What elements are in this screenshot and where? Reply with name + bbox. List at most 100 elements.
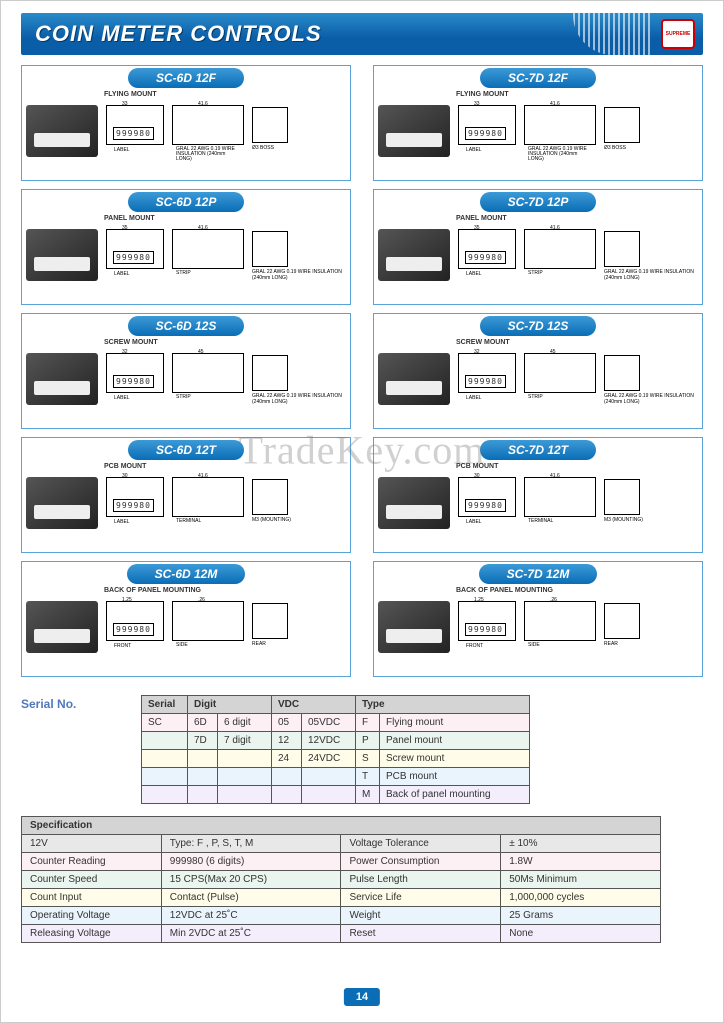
serial-table: SerialDigitVDCTypeSC6D6 digit0505VDCFFly… [141,695,530,804]
dimension: 33 [474,101,480,107]
table-cell: Contact (Pulse) [161,889,341,907]
diagram-view [172,477,244,517]
diagram-label: LABEL [466,271,482,277]
table-cell: S [356,750,380,768]
table-cell: 6D [188,714,218,732]
model-card: SC-7D 12S SCREW MOUNTLABELSTRIPGRAL 22 AW… [373,313,703,429]
diagram-label: GRAL 22 AWG 0.19 WIRE INSULATION (240mm … [528,147,588,162]
diagram-view [524,477,596,517]
diagram-label: STRIP [528,271,588,276]
diagram-label: GRAL 22 AWG 0.19 WIRE INSULATION (240mm … [252,393,346,405]
table-cell [302,768,356,786]
table-cell [188,768,218,786]
model-card: SC-7D 12FFLYING MOUNTLABELGRAL 22 AWG 0.… [373,65,703,181]
table-cell: Panel mount [380,732,530,750]
table-cell [188,786,218,804]
mount-type-label: FLYING MOUNT [104,91,157,98]
diagram-view [524,229,596,269]
decorative-stripes [573,13,653,55]
diagram-view [524,353,596,393]
diagram-view [458,601,516,641]
diagram-label: LABEL [466,519,482,525]
table-header: Serial [142,696,188,714]
table-cell [218,750,272,768]
model-card: SC-6D 12MBACK OF PANEL MOUNTINGFRONTSIDE… [21,561,351,677]
table-cell: 24VDC [302,750,356,768]
diagram-label: Ø3 BOSS [252,145,274,151]
model-name-pill: SC-7D 12M [479,564,598,584]
model-card: SC-6D 12SSCREW MOUNTLABELSTRIPGRAL 22 AW… [21,313,351,429]
table-cell: 12VDC [302,732,356,750]
table-cell: T [356,768,380,786]
mount-type-label: BACK OF PANEL MOUNTING [456,587,553,594]
table-cell: Counter Reading [22,853,162,871]
table-row: Releasing VoltageMin 2VDC at 25˚CResetNo… [22,925,661,943]
diagram-label: GRAL 22 AWG 0.19 WIRE INSULATION (240mm … [604,393,698,405]
table-cell [142,768,188,786]
model-name-pill: SC-7D 12S [480,316,597,336]
table-cell: PCB mount [380,768,530,786]
table-cell: F [356,714,380,732]
card-body: PANEL MOUNTLABELSTRIPGRAL 22 AWG 0.19 WI… [26,215,346,301]
diagram-view [252,107,288,143]
mount-type-label: PCB MOUNT [456,463,498,470]
mount-type-label: PANEL MOUNT [104,215,155,222]
card-body: FLYING MOUNTLABELGRAL 22 AWG 0.19 WIRE I… [378,91,698,177]
product-photo [26,105,98,157]
dimension: 33 [122,101,128,107]
diagram-label: LABEL [114,519,130,525]
model-card: SC-7D 12M BACK OF PANEL MOUNTINGFRONTSIDE… [373,561,703,677]
table-cell: Power Consumption [341,853,501,871]
card-body: BACK OF PANEL MOUNTINGFRONTSIDEREAR1.25.… [26,587,346,673]
card-body: SCREW MOUNTLABELSTRIPGRAL 22 AWG 0.19 WI… [378,339,698,425]
diagram-view [172,353,244,393]
table-cell: 05VDC [302,714,356,732]
diagram-view [604,603,640,639]
model-name-pill: SC-7D 12T [480,440,596,460]
technical-diagram: BACK OF PANEL MOUNTINGFRONTSIDEREAR1.25.… [102,587,346,673]
dimension: 45 [550,349,556,355]
table-row: 2424VDCSScrew mount [142,750,530,768]
diagram-label: M3 (MOUNTING) [604,517,643,523]
table-cell: Voltage Tolerance [341,835,501,853]
diagram-label: LABEL [466,395,482,401]
model-name-pill: SC-6D 12S [128,316,245,336]
table-cell: Weight [341,907,501,925]
mount-type-label: PANEL MOUNT [456,215,507,222]
table-header: Type [356,696,530,714]
model-name-pill: SC-6D 12F [128,68,244,88]
card-body: PANEL MOUNTLABELSTRIPGRAL 22 AWG 0.19 WI… [378,215,698,301]
dimension: .26 [198,597,205,603]
technical-diagram: SCREW MOUNTLABELSTRIPGRAL 22 AWG 0.19 WI… [454,339,698,425]
table-row: 7D7 digit1212VDCPPanel mount [142,732,530,750]
table-row: 12VType: F , P, S, T, MVoltage Tolerance… [22,835,661,853]
dimension: 41.6 [550,473,560,479]
diagram-label: SIDE [528,643,588,648]
technical-diagram: FLYING MOUNTLABELGRAL 22 AWG 0.19 WIRE I… [454,91,698,177]
diagram-label: LABEL [114,147,130,153]
diagram-view [252,355,288,391]
table-cell: 12V [22,835,162,853]
technical-diagram: FLYING MOUNT LABEL GRAL 22 AWG 0.19 WIRE I… [102,91,346,177]
dimension: .26 [550,597,557,603]
technical-diagram: BACK OF PANEL MOUNTINGFRONTSIDEREAR1.25.… [454,587,698,673]
dimension: 30 [474,473,480,479]
product-photo [26,353,98,405]
diagram-view [172,105,244,145]
table-cell: Counter Speed [22,871,162,889]
product-photo [378,353,450,405]
model-name-pill: SC-6D 12P [128,192,245,212]
diagram-label: GRAL 22 AWG 0.19 WIRE INSULATION (240mm … [176,147,236,162]
diagram-label: Ø3 BOSS [604,145,626,151]
diagram-view [252,479,288,515]
diagram-view [252,603,288,639]
diagram-view [106,229,164,269]
diagram-view [106,353,164,393]
table-cell [142,732,188,750]
dimension: 41.6 [550,101,560,107]
diagram-label: REAR [252,641,266,647]
table-cell: 15 CPS(Max 20 CPS) [161,871,341,889]
product-photo [378,105,450,157]
table-cell: 999980 (6 digits) [161,853,341,871]
table-header: Specification [22,817,661,835]
